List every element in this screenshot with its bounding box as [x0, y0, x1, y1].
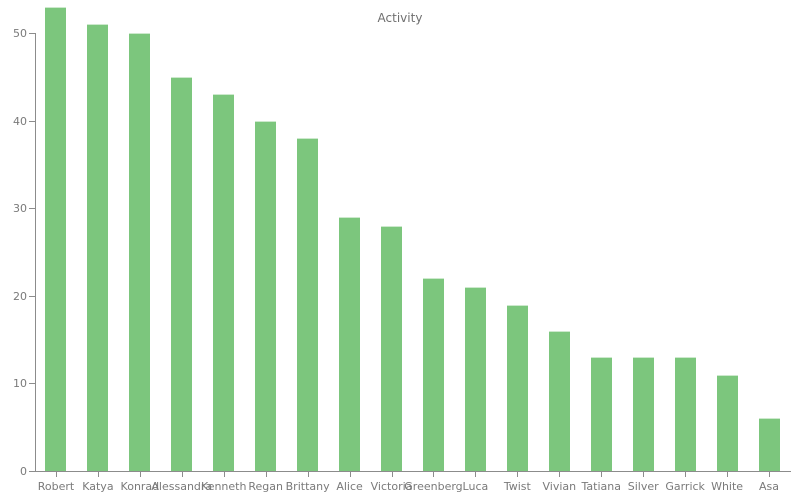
y-tick [29, 471, 35, 472]
y-tick-label: 40 [13, 114, 27, 128]
chart-title: Activity [377, 11, 423, 25]
x-tick [559, 472, 561, 477]
x-tick [517, 472, 519, 477]
bar [255, 120, 277, 471]
bar [213, 94, 235, 471]
x-tick-label: Twist [503, 480, 531, 493]
x-tick-label: Konrad [120, 480, 160, 493]
y-tick-label: 50 [13, 27, 27, 40]
bar [464, 287, 486, 471]
bar [129, 33, 151, 471]
x-tick [181, 472, 183, 477]
x-tick [265, 472, 267, 477]
bar [716, 374, 738, 471]
x-tick-label: Kenneth [201, 480, 247, 493]
x-tick-label: Victoria [370, 480, 413, 493]
x-tick-label: White [711, 480, 744, 493]
x-tick [97, 472, 99, 477]
y-tick [29, 383, 35, 385]
x-tick [391, 472, 393, 477]
y-tick [29, 295, 35, 297]
x-tick [601, 472, 603, 477]
bar [339, 216, 361, 471]
x-tick [643, 472, 645, 477]
bar [422, 278, 444, 471]
bar [87, 24, 109, 471]
x-tick [685, 472, 687, 477]
y-tick [29, 120, 35, 122]
y-tick [29, 208, 35, 210]
x-tick-label: Vivian [542, 480, 577, 493]
x-tick [769, 472, 771, 477]
x-tick [727, 472, 729, 477]
x-tick-label: Robert [37, 480, 75, 493]
bar [45, 6, 67, 471]
bar [590, 357, 612, 471]
bar [171, 76, 193, 471]
x-tick [223, 472, 225, 477]
x-tick-label: Greenberg [404, 480, 463, 493]
y-axis-line [35, 33, 36, 471]
x-tick [139, 472, 141, 477]
bar [297, 138, 319, 471]
x-tick-label: Katya [82, 480, 114, 493]
x-tick-label: Brittany [285, 480, 330, 493]
y-tick-label: 0 [20, 465, 27, 478]
bar [674, 357, 696, 471]
bar [548, 330, 570, 471]
bar [632, 357, 654, 471]
bar [381, 225, 403, 471]
x-tick-label: Silver [627, 480, 659, 493]
x-tick-label: Tatiana [581, 480, 621, 493]
x-tick-label: Alessandra [151, 480, 213, 493]
x-tick [433, 472, 435, 477]
x-tick [55, 472, 57, 477]
x-tick-label: Regan [248, 480, 283, 493]
y-tick-label: 30 [13, 202, 27, 216]
x-tick [349, 472, 351, 477]
y-tick-label: 10 [13, 377, 27, 391]
x-tick [307, 472, 309, 477]
bar [506, 304, 528, 471]
x-tick-label: Garrick [665, 480, 705, 493]
x-tick-label: Alice [336, 480, 363, 493]
y-tick [29, 33, 35, 34]
x-tick-label: Luca [462, 480, 489, 493]
y-tick-label: 20 [13, 289, 27, 303]
x-tick-label: Asa [759, 480, 780, 493]
x-axis-line [35, 471, 791, 472]
x-tick [475, 472, 477, 477]
bar [758, 418, 780, 471]
